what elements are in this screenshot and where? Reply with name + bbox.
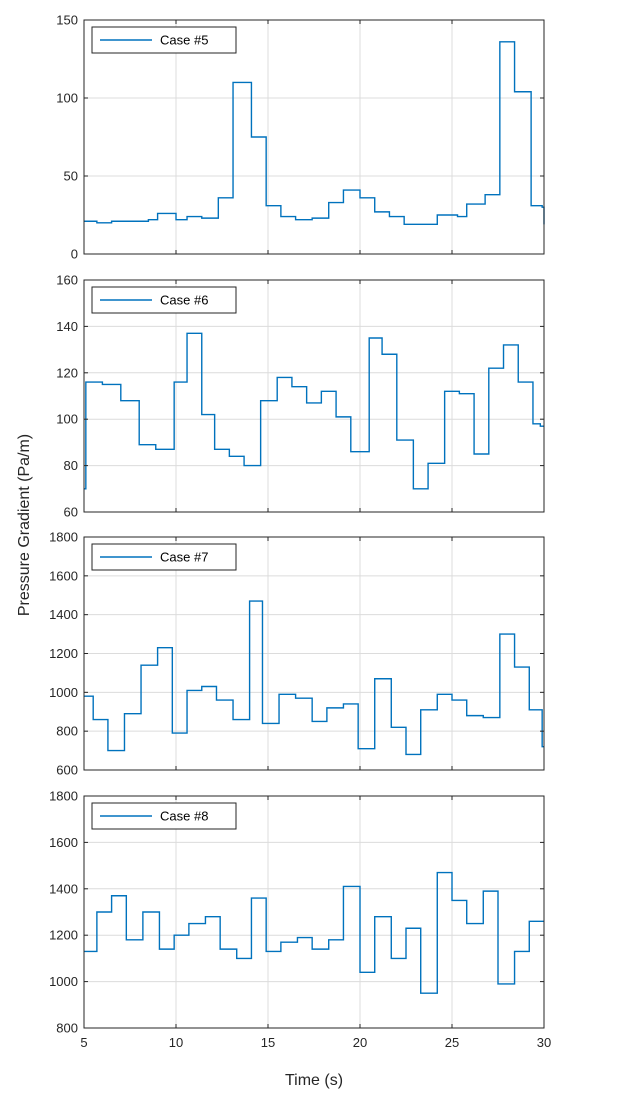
y-tick-label: 800 — [56, 1021, 78, 1036]
y-tick-label: 0 — [71, 247, 78, 262]
y-tick-label: 80 — [64, 458, 78, 473]
panel-1: 0 50 100 150 Case #5 — [56, 13, 545, 262]
y-tick-label: 100 — [56, 412, 78, 427]
plot-area — [84, 280, 544, 512]
series-line — [84, 871, 544, 994]
y-tick-label: 1000 — [49, 974, 78, 989]
plot-area — [84, 20, 544, 254]
y-tick-label: 1000 — [49, 685, 78, 700]
y-tick-label: 160 — [56, 273, 78, 288]
panel-2: 60 80 100 120 140 160 Case #6 — [56, 273, 545, 520]
axes-box — [83, 279, 545, 513]
y-tick-label: 1600 — [49, 835, 78, 850]
legend: Case #8 — [91, 802, 237, 830]
x-tick-label: 30 — [537, 1035, 551, 1050]
legend-label: Case #6 — [160, 293, 208, 308]
y-tick-label: 800 — [56, 724, 78, 739]
y-tick-label: 120 — [56, 365, 78, 380]
y-tick-label: 60 — [64, 505, 78, 520]
legend-label: Case #7 — [160, 550, 208, 565]
panel-3: 600 800 1000 1200 1400 1600 1800 Case #7 — [49, 530, 545, 778]
y-tick-label: 1200 — [49, 928, 78, 943]
y-tick-label: 1400 — [49, 881, 78, 896]
axes-box — [83, 795, 545, 1029]
y-tick-label: 1800 — [49, 789, 78, 804]
x-tick-label: 15 — [261, 1035, 275, 1050]
y-axis-label: Pressure Gradient (Pa/m) — [16, 434, 33, 616]
x-axis-label: Time (s) — [285, 1072, 343, 1089]
y-tick-label: 1400 — [49, 607, 78, 622]
legend-label: Case #5 — [160, 33, 208, 48]
x-tick-label: 10 — [169, 1035, 183, 1050]
y-tick-label: 1800 — [49, 530, 78, 545]
x-tick-label: 20 — [353, 1035, 367, 1050]
y-tick-label: 600 — [56, 763, 78, 778]
x-tick-label: 25 — [445, 1035, 459, 1050]
legend: Case #7 — [91, 543, 237, 571]
legend: Case #6 — [91, 286, 237, 314]
y-tick-label: 50 — [64, 169, 78, 184]
axes-box — [83, 19, 545, 255]
y-tick-label: 1600 — [49, 568, 78, 583]
series-line — [84, 41, 545, 226]
series-line — [84, 600, 544, 756]
panel-4: 5 10 15 20 25 30 800 1000 1200 1400 1600 1800 Case #… — [49, 789, 551, 1051]
legend-box — [91, 543, 237, 571]
y-tick-label: 1200 — [49, 646, 78, 661]
y-tick-label: 140 — [56, 319, 78, 334]
y-tick-label: 150 — [56, 13, 78, 28]
x-tick-label: 5 — [80, 1035, 87, 1050]
legend: Case #5 — [91, 26, 237, 54]
y-tick-label: 100 — [56, 91, 78, 106]
series-line — [84, 332, 544, 490]
legend-label: Case #8 — [160, 809, 208, 824]
